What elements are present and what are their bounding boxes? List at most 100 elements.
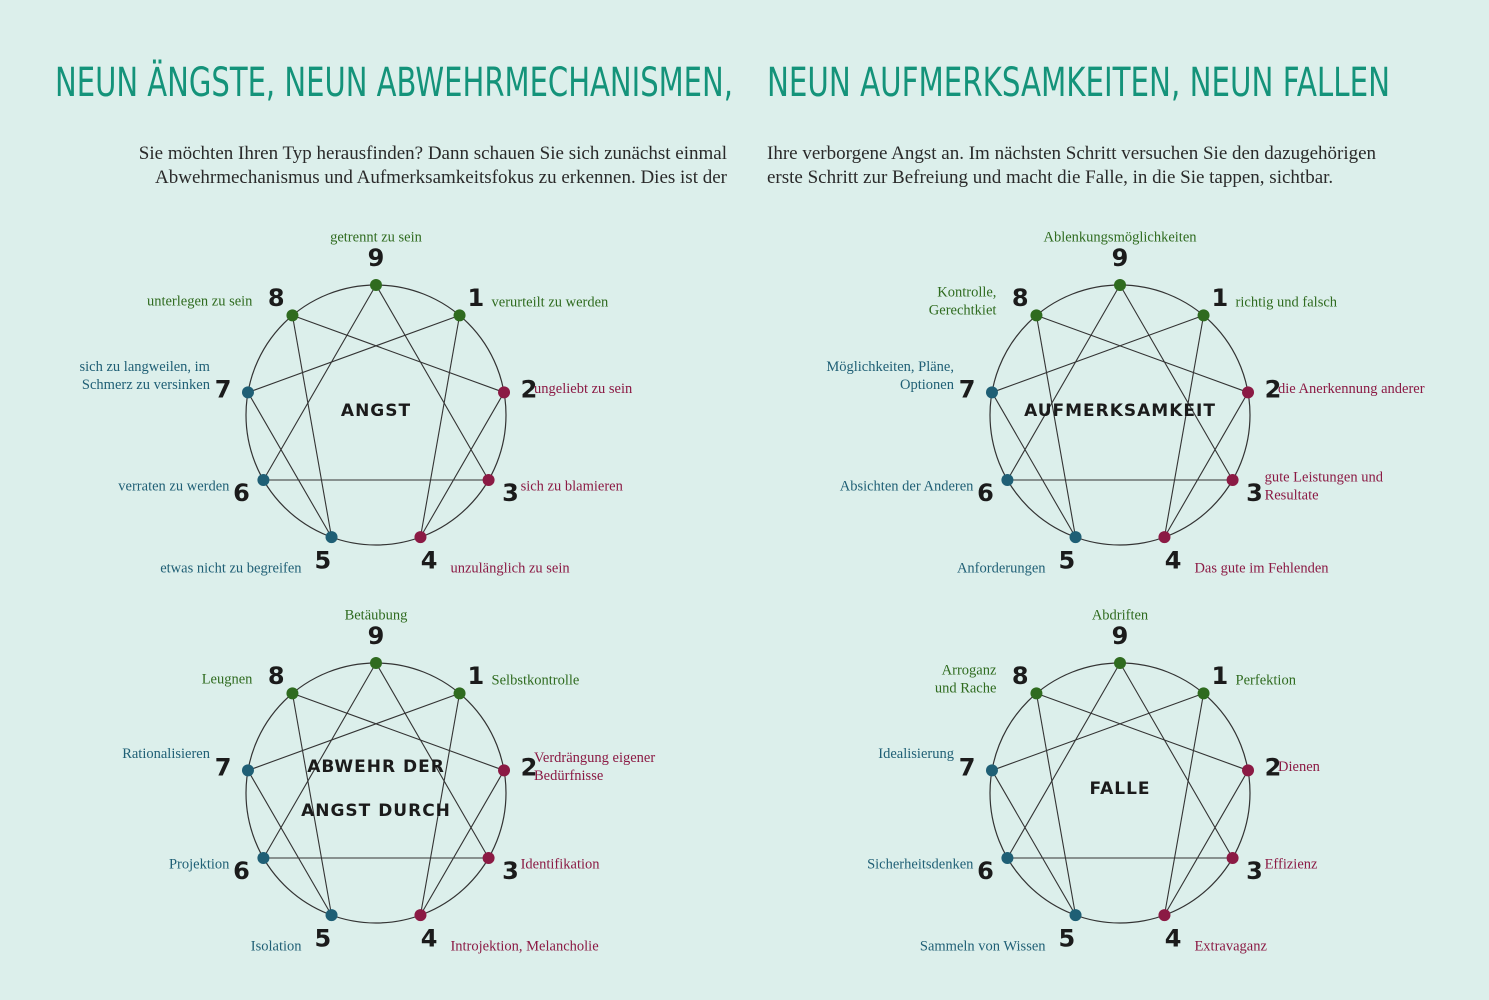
point-label: sich zu blamieren	[521, 478, 624, 494]
point-label: Schmerz zu versinken	[82, 377, 211, 393]
connector	[991, 314, 1204, 393]
point-label: Introjektion, Melancholie	[450, 938, 598, 954]
point-label: gute Leistungen und	[1265, 469, 1384, 485]
connector	[419, 392, 505, 538]
point	[498, 764, 511, 777]
point-label: unterlegen zu sein	[147, 294, 253, 310]
intro-line: Ihre verborgene Angst an. Im nächsten Sc…	[767, 143, 1377, 164]
point-label: Bedürfnisse	[534, 768, 603, 784]
point	[414, 909, 427, 922]
point-label: Sammeln von Wissen	[920, 938, 1046, 954]
connector	[991, 392, 1077, 538]
intro-line: Abwehrmechanismus und Aufmerksamkeitsfok…	[155, 167, 728, 188]
point-label: Projektion	[169, 856, 230, 872]
point	[1197, 687, 1210, 700]
title-right: NEUN AUFMERKSAMKEITEN, NEUN FALLEN	[767, 60, 1390, 106]
connector	[247, 770, 333, 916]
point-label: ungeliebt zu sein	[534, 381, 633, 397]
point-label: richtig und falsch	[1236, 295, 1338, 311]
point-label: etwas nicht zu begreifen	[160, 560, 302, 576]
connector	[419, 770, 505, 916]
point-number: 1	[467, 662, 484, 690]
point-number: 3	[1246, 857, 1263, 885]
point-label: die Anerkennung anderer	[1278, 381, 1425, 397]
point-label: Gerechtkiet	[929, 303, 997, 319]
center-label: AUFMERKSAMKEIT	[1024, 401, 1216, 421]
point-label: Effizienz	[1265, 856, 1318, 872]
point-number: 4	[421, 547, 438, 575]
point-number: 7	[215, 753, 232, 781]
point-label: Optionen	[900, 377, 955, 393]
point	[453, 687, 466, 700]
point-number: 8	[1012, 284, 1029, 312]
point	[1158, 531, 1171, 544]
point-number: 5	[315, 547, 332, 575]
point-number: 5	[1059, 925, 1076, 953]
point-label: Idealisierung	[878, 746, 954, 762]
point-number: 6	[977, 479, 994, 507]
point-label: Dienen	[1278, 759, 1321, 775]
point	[1069, 909, 1082, 922]
point-number: 1	[467, 284, 484, 312]
point	[257, 852, 270, 864]
point-number: 1	[1211, 662, 1228, 690]
point-number: 4	[1165, 925, 1182, 953]
point	[1226, 852, 1239, 864]
point	[482, 852, 495, 864]
point-label: Selbstkontrolle	[492, 673, 580, 689]
point-number: 6	[233, 857, 250, 885]
point-label: Kontrolle,	[937, 285, 996, 301]
connector	[1119, 284, 1234, 481]
connector	[1163, 770, 1249, 916]
connector	[291, 315, 333, 538]
point-number: 2	[521, 753, 538, 781]
point	[1158, 909, 1171, 922]
point-label: Das gute im Fehlenden	[1194, 560, 1329, 576]
connector	[1035, 693, 1077, 916]
point	[1197, 309, 1210, 322]
connector	[1163, 693, 1205, 916]
connector	[1036, 314, 1249, 393]
point-number: 5	[315, 925, 332, 953]
point-label: sich zu langweilen, im	[80, 359, 211, 375]
connector	[1119, 662, 1234, 859]
center-label: ABWEHR DER	[307, 757, 445, 777]
point-label: Isolation	[251, 938, 302, 954]
point	[370, 279, 382, 291]
connector	[991, 770, 1077, 916]
point-label: Perfektion	[1236, 673, 1297, 689]
point-number: 2	[1265, 753, 1282, 781]
intro-line: Sie möchten Ihren Typ herausfinden? Dann…	[139, 143, 727, 164]
point-number: 5	[1059, 547, 1076, 575]
point	[286, 309, 299, 322]
point-number: 9	[368, 622, 385, 650]
intro-line: erste Schritt zur Befreiung und macht di…	[767, 167, 1333, 188]
point-number: 3	[1246, 479, 1263, 507]
point	[1242, 386, 1255, 399]
point-label: Rationalisieren	[122, 746, 211, 762]
connector	[375, 284, 490, 481]
point	[370, 657, 382, 669]
point-label: Identifikation	[521, 856, 601, 872]
point-label: Verdrängung eigener	[534, 750, 655, 766]
point-number: 1	[1211, 284, 1228, 312]
point	[1001, 474, 1014, 486]
title-left: NEUN ÄNGSTE, NEUN ABWEHRMECHANISMEN,	[55, 58, 733, 106]
point-label: Absichten der Anderen	[840, 478, 974, 494]
point-number: 4	[1165, 547, 1182, 575]
point-label: verraten zu werden	[118, 478, 230, 494]
connector	[375, 662, 490, 859]
point-number: 6	[977, 857, 994, 885]
connector	[262, 662, 377, 859]
point	[498, 386, 511, 399]
point-label: Möglichkeiten, Pläne,	[826, 359, 954, 375]
point-label: getrennt zu sein	[330, 229, 423, 245]
point	[325, 531, 338, 544]
point-number: 4	[421, 925, 438, 953]
point-label: Arroganz	[942, 663, 997, 679]
point	[325, 909, 338, 922]
point-number: 7	[215, 375, 232, 403]
point-label: verurteilt zu werden	[492, 295, 610, 311]
connector	[419, 693, 461, 916]
center-label: ANGST DURCH	[301, 801, 451, 821]
